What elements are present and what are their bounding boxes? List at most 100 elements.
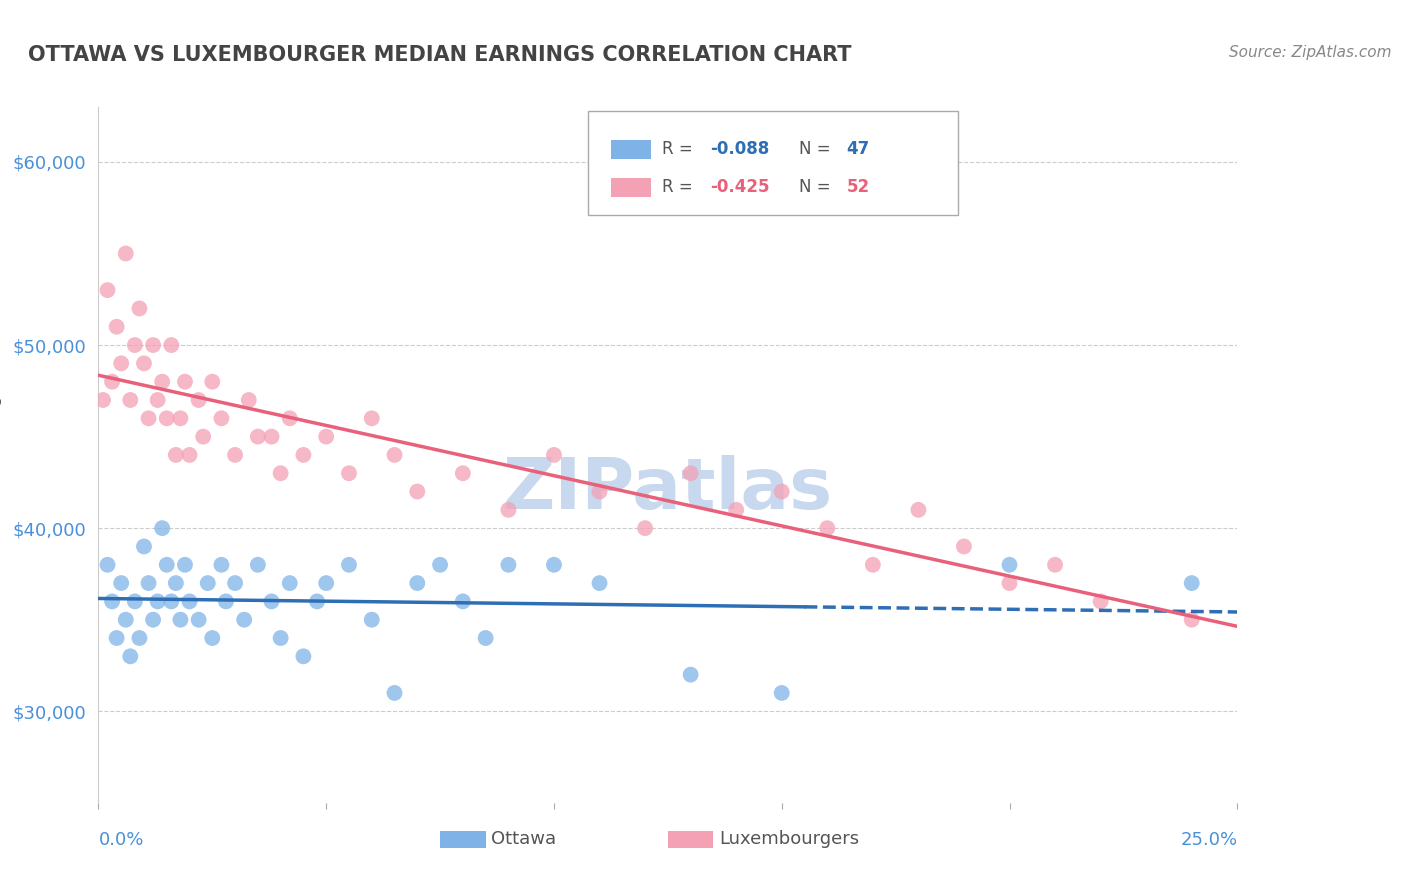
Point	[179, 448, 201, 462]
Point	[260, 429, 283, 443]
Point	[156, 558, 179, 572]
Point	[429, 558, 451, 572]
Point	[146, 392, 169, 407]
Point	[679, 667, 702, 681]
Point	[160, 338, 183, 352]
Point	[96, 558, 118, 572]
Point	[132, 540, 155, 554]
Point	[406, 484, 429, 499]
Point	[270, 631, 292, 645]
Point	[101, 375, 124, 389]
Point	[165, 448, 187, 462]
Point	[246, 558, 269, 572]
Point	[679, 467, 702, 481]
Point	[179, 594, 201, 608]
Point	[193, 429, 215, 443]
Point	[138, 576, 160, 591]
Point	[110, 356, 132, 370]
Point	[246, 429, 269, 443]
Point	[543, 558, 565, 572]
Point	[474, 631, 496, 645]
Point	[278, 411, 301, 425]
Point	[543, 448, 565, 462]
Point	[1043, 558, 1066, 572]
Point	[160, 594, 183, 608]
Text: -0.088: -0.088	[710, 140, 769, 158]
Point	[110, 576, 132, 591]
Text: N =: N =	[799, 178, 835, 196]
Point	[132, 356, 155, 370]
Point	[337, 558, 360, 572]
Point	[165, 576, 187, 591]
Point	[238, 392, 260, 407]
Text: ZIPatlas: ZIPatlas	[503, 455, 832, 524]
Point	[953, 540, 976, 554]
Point	[128, 301, 150, 316]
Point	[169, 613, 191, 627]
Point	[862, 558, 884, 572]
Point	[124, 338, 146, 352]
Point	[91, 392, 114, 407]
Point	[406, 576, 429, 591]
Text: Source: ZipAtlas.com: Source: ZipAtlas.com	[1229, 45, 1392, 60]
Point	[315, 429, 337, 443]
Point	[360, 613, 382, 627]
Point	[498, 558, 520, 572]
Point	[124, 594, 146, 608]
Text: R =: R =	[662, 140, 699, 158]
Point	[384, 686, 406, 700]
Point	[315, 576, 337, 591]
Text: R =: R =	[662, 178, 699, 196]
Point	[105, 631, 128, 645]
Point	[292, 649, 315, 664]
Point	[1090, 594, 1112, 608]
Point	[634, 521, 657, 535]
Point	[260, 594, 283, 608]
Point	[215, 594, 238, 608]
Point	[292, 448, 315, 462]
Point	[278, 576, 301, 591]
Point	[146, 594, 169, 608]
Text: Ottawa: Ottawa	[491, 830, 557, 848]
Point	[187, 392, 209, 407]
Point	[998, 558, 1021, 572]
Point	[114, 246, 136, 260]
FancyBboxPatch shape	[588, 111, 959, 215]
Point	[120, 649, 142, 664]
Point	[174, 375, 197, 389]
Bar	[668, 830, 713, 848]
Point	[588, 576, 610, 591]
Point	[498, 503, 520, 517]
Point	[307, 594, 329, 608]
Point	[337, 467, 360, 481]
Point	[150, 521, 173, 535]
Point	[120, 392, 142, 407]
Point	[156, 411, 179, 425]
Point	[451, 467, 474, 481]
Text: N =: N =	[799, 140, 835, 158]
Point	[770, 484, 793, 499]
Point	[588, 484, 610, 499]
Point	[224, 576, 246, 591]
Text: -0.425: -0.425	[710, 178, 769, 196]
Text: 52: 52	[846, 178, 870, 196]
Bar	[612, 140, 651, 159]
Point	[201, 631, 224, 645]
Text: 0.0%: 0.0%	[98, 830, 143, 848]
Text: OTTAWA VS LUXEMBOURGER MEDIAN EARNINGS CORRELATION CHART: OTTAWA VS LUXEMBOURGER MEDIAN EARNINGS C…	[28, 45, 852, 64]
Bar	[612, 178, 651, 197]
Point	[998, 576, 1021, 591]
Point	[128, 631, 150, 645]
Point	[1181, 576, 1204, 591]
Point	[96, 283, 118, 297]
Point	[187, 613, 209, 627]
Point	[725, 503, 748, 517]
Point	[270, 467, 292, 481]
Point	[142, 613, 165, 627]
Point	[209, 558, 232, 572]
Point	[1181, 613, 1204, 627]
Point	[150, 375, 173, 389]
Point	[815, 521, 838, 535]
Point	[101, 594, 124, 608]
Point	[209, 411, 232, 425]
